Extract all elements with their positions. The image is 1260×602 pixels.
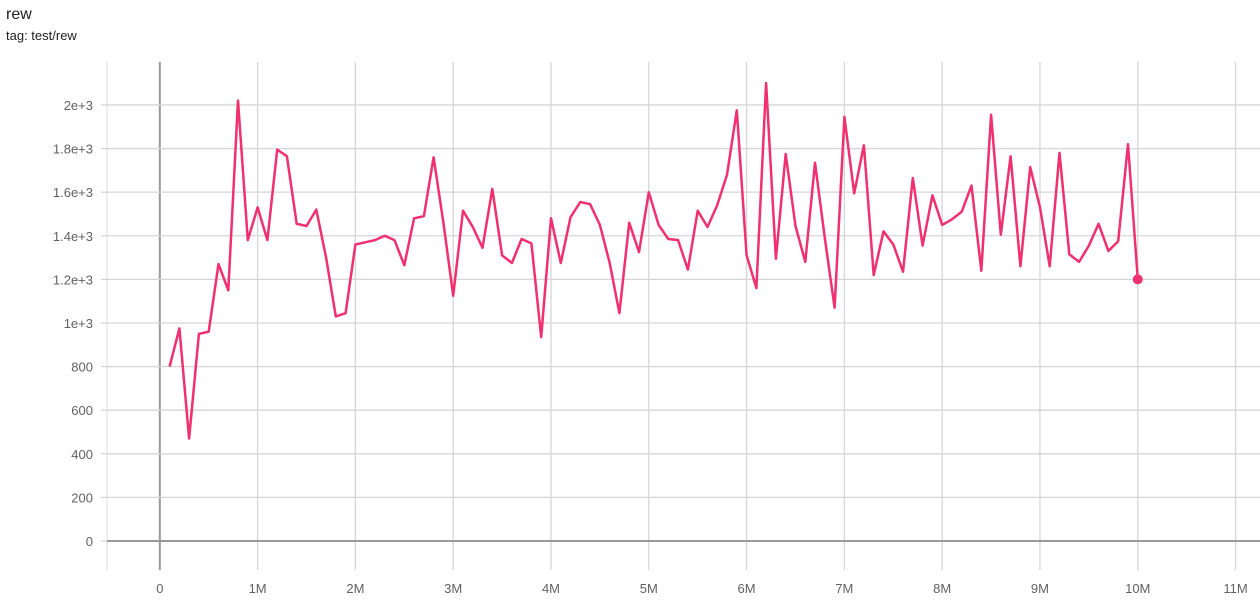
y-tick-label: 1.8e+3	[53, 142, 93, 157]
y-tick-label: 1e+3	[64, 316, 93, 331]
y-tick-label: 600	[71, 403, 93, 418]
y-tick-label: 800	[71, 360, 93, 375]
y-tick-label: 200	[71, 490, 93, 505]
x-tick-label: 1M	[249, 581, 267, 596]
x-tick-label: 5M	[640, 581, 658, 596]
y-tick-label: 400	[71, 447, 93, 462]
chart-title: rew	[6, 6, 32, 23]
x-tick-label: 9M	[1031, 581, 1049, 596]
x-tick-label: 10M	[1125, 581, 1150, 596]
x-tick-label: 3M	[444, 581, 462, 596]
y-tick-label: 2e+3	[64, 98, 93, 113]
y-tick-label: 1.4e+3	[53, 229, 93, 244]
y-tick-label: 1.6e+3	[53, 185, 93, 200]
x-tick-label: 7M	[835, 581, 853, 596]
x-tick-label: 6M	[738, 581, 756, 596]
y-tick-label: 1.2e+3	[53, 272, 93, 287]
x-tick-label: 8M	[933, 581, 951, 596]
x-tick-label: 2M	[346, 581, 364, 596]
last-point-marker	[1132, 274, 1143, 285]
x-tick-label: 4M	[542, 581, 560, 596]
x-tick-label: 0	[156, 581, 163, 596]
x-tick-label: 11M	[1223, 581, 1247, 596]
chart-subtitle: tag: test/rew	[6, 28, 77, 43]
series-line	[168, 81, 1140, 440]
y-tick-label: 0	[86, 534, 93, 549]
